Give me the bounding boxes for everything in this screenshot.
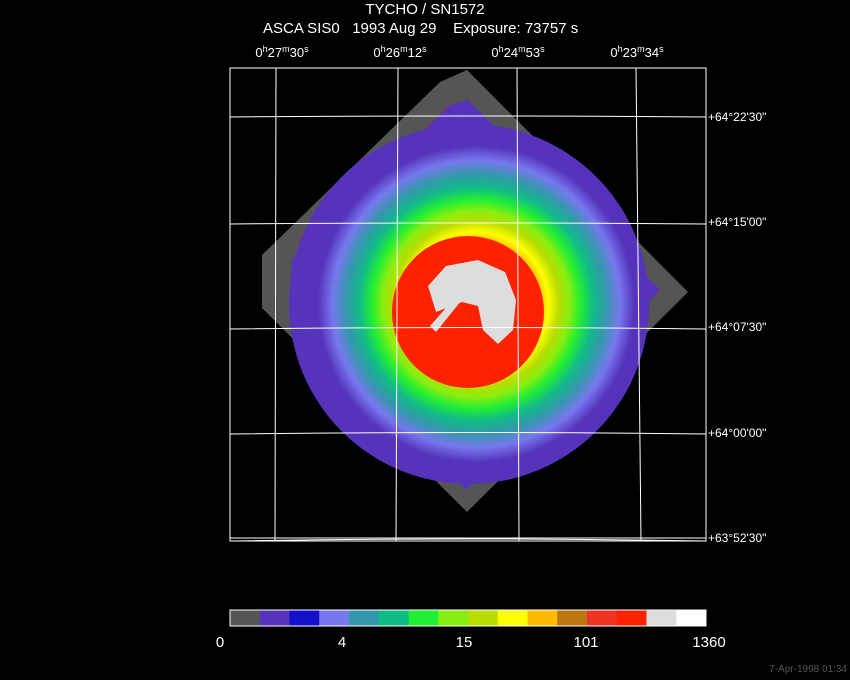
ra-gridline (395, 67, 399, 542)
bright-remnant-streak (430, 292, 465, 332)
dec-label: +64°07'30" (708, 320, 767, 334)
dec-gridline (229, 538, 707, 542)
ra-label: 0h27m30s (255, 44, 309, 60)
dec-label: +64°15'00" (708, 215, 767, 229)
colorbar-label: 101 (573, 634, 599, 651)
colorbar-swatch (259, 610, 290, 626)
image-subtitle: ASCA SIS0 1993 Aug 29 Exposure: 73757 s (263, 20, 579, 37)
colorbar-swatch (230, 610, 261, 626)
colorbar-swatch (468, 610, 499, 626)
colorbar-swatch (289, 610, 320, 626)
supernova-core (392, 236, 544, 388)
colorbar-swatch (497, 610, 528, 626)
ra-gridline (274, 67, 277, 542)
colorbar-swatch (378, 610, 409, 626)
dec-gridline (229, 327, 707, 330)
colorbar-swatch (438, 610, 469, 626)
colorbar-label: 0 (215, 634, 225, 651)
ra-label: 0h23m34s (610, 44, 664, 60)
dec-label: +63°52'30" (708, 531, 767, 545)
colorbar-label: 4 (337, 634, 347, 651)
colorbar-swatch (349, 610, 380, 626)
dec-gridline (229, 432, 707, 435)
dec-gridline (229, 222, 707, 225)
colorbar-swatch (557, 610, 588, 626)
timestamp: 7-Apr-1998 01:34 (769, 664, 847, 675)
dec-label: +64°00'00" (708, 426, 767, 440)
colorbar-cells (230, 610, 707, 626)
colorbar-label: 1360 (692, 634, 726, 651)
colorbar-swatch (616, 610, 647, 626)
ra-label: 0h26m12s (373, 44, 427, 60)
coordinate-grid (229, 67, 707, 542)
colorbar-swatch (646, 610, 677, 626)
image-title: TYCHO / SN1572 (365, 1, 485, 18)
colorbar-label: 15 (455, 634, 473, 651)
ra-gridline (635, 67, 642, 542)
dec-gridline (229, 115, 707, 118)
colorbar-swatch (527, 610, 558, 626)
colorbar-swatch (676, 610, 707, 626)
bright-remnant-feature (428, 260, 516, 344)
ra-label: 0h24m53s (491, 44, 545, 60)
dec-label: +64°22'30" (708, 110, 767, 124)
colorbar-border (229, 609, 707, 627)
ra-gridline (516, 67, 520, 542)
plot-frame (229, 67, 707, 542)
colorbar-swatch (408, 610, 439, 626)
colorbar-swatch (319, 610, 350, 626)
colorbar-swatch (587, 610, 618, 626)
